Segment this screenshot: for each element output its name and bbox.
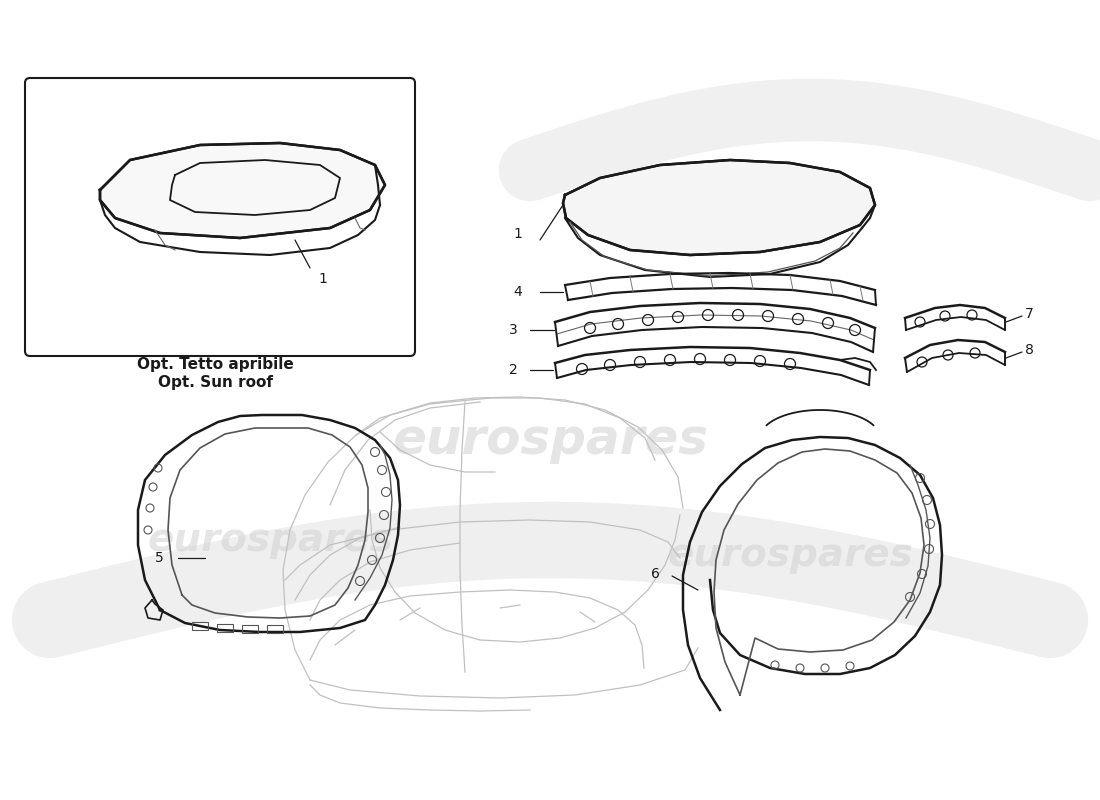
Text: eurospares: eurospares [667, 536, 913, 574]
Bar [267, 625, 283, 633]
Text: 3: 3 [509, 323, 518, 337]
Text: 1: 1 [318, 272, 327, 286]
Text: eurospares: eurospares [147, 521, 393, 559]
Text: 6: 6 [651, 567, 660, 581]
Bar [192, 622, 208, 630]
Text: 7: 7 [1025, 307, 1034, 321]
Text: Opt. Tetto apribile: Opt. Tetto apribile [136, 358, 294, 373]
Text: 4: 4 [514, 285, 522, 299]
Bar [242, 625, 258, 633]
FancyBboxPatch shape [25, 78, 415, 356]
Text: 5: 5 [155, 551, 164, 565]
Text: eurospares: eurospares [392, 416, 708, 464]
Text: 1: 1 [513, 227, 522, 241]
Polygon shape [100, 143, 385, 238]
Bar [217, 624, 233, 632]
Polygon shape [563, 160, 874, 255]
Text: 8: 8 [1025, 343, 1034, 357]
Text: Opt. Sun roof: Opt. Sun roof [157, 375, 273, 390]
Text: 2: 2 [509, 363, 518, 377]
